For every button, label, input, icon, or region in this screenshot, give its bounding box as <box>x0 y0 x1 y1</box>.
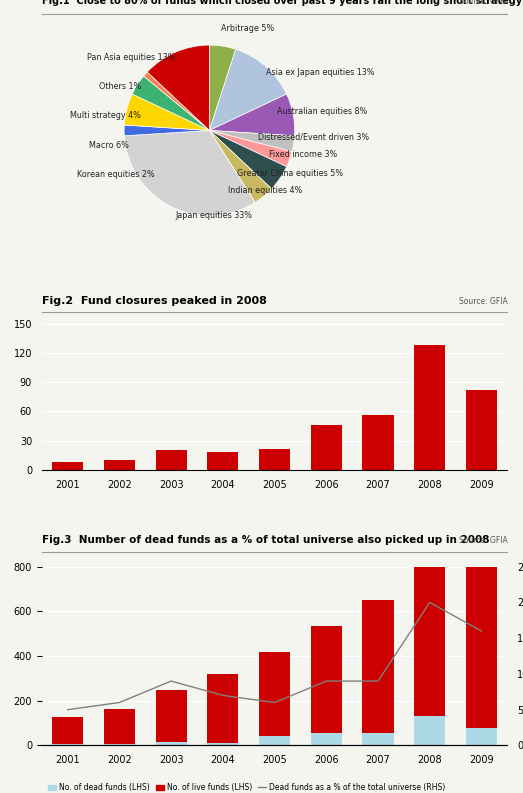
Text: Source: GFIA: Source: GFIA <box>459 0 507 6</box>
Bar <box>362 600 393 734</box>
Bar <box>466 565 497 727</box>
Bar <box>52 718 83 745</box>
Bar <box>414 565 445 716</box>
Bar <box>414 345 445 470</box>
Bar <box>311 425 342 470</box>
Bar <box>311 734 342 745</box>
Bar <box>156 690 187 742</box>
Text: Source: GFIA: Source: GFIA <box>459 297 507 306</box>
Bar <box>362 734 393 745</box>
Bar <box>466 727 497 745</box>
Bar <box>104 709 135 745</box>
Bar <box>104 460 135 470</box>
Bar <box>466 390 497 470</box>
Bar <box>259 737 290 745</box>
Bar <box>207 743 238 745</box>
Bar <box>52 462 83 470</box>
Bar <box>156 742 187 745</box>
Bar <box>311 626 342 734</box>
Bar <box>207 452 238 470</box>
Text: Fig.2  Fund closures peaked in 2008: Fig.2 Fund closures peaked in 2008 <box>42 296 267 306</box>
Bar <box>414 716 445 745</box>
Legend: No. of dead funds (LHS), No. of live funds (LHS), Dead funds as a % of the total: No. of dead funds (LHS), No. of live fun… <box>46 780 448 793</box>
Bar <box>362 416 393 470</box>
Text: Fig.3  Number of dead funds as a % of total universe also picked up in 2008: Fig.3 Number of dead funds as a % of tot… <box>42 535 490 546</box>
Bar <box>207 674 238 743</box>
Bar <box>156 450 187 470</box>
Text: Source: GFIA: Source: GFIA <box>459 536 507 546</box>
Bar <box>259 450 290 470</box>
Text: Fig.1  Close to 80% of funds which closed over past 9 years ran the long short s: Fig.1 Close to 80% of funds which closed… <box>42 0 522 6</box>
Bar <box>259 652 290 737</box>
